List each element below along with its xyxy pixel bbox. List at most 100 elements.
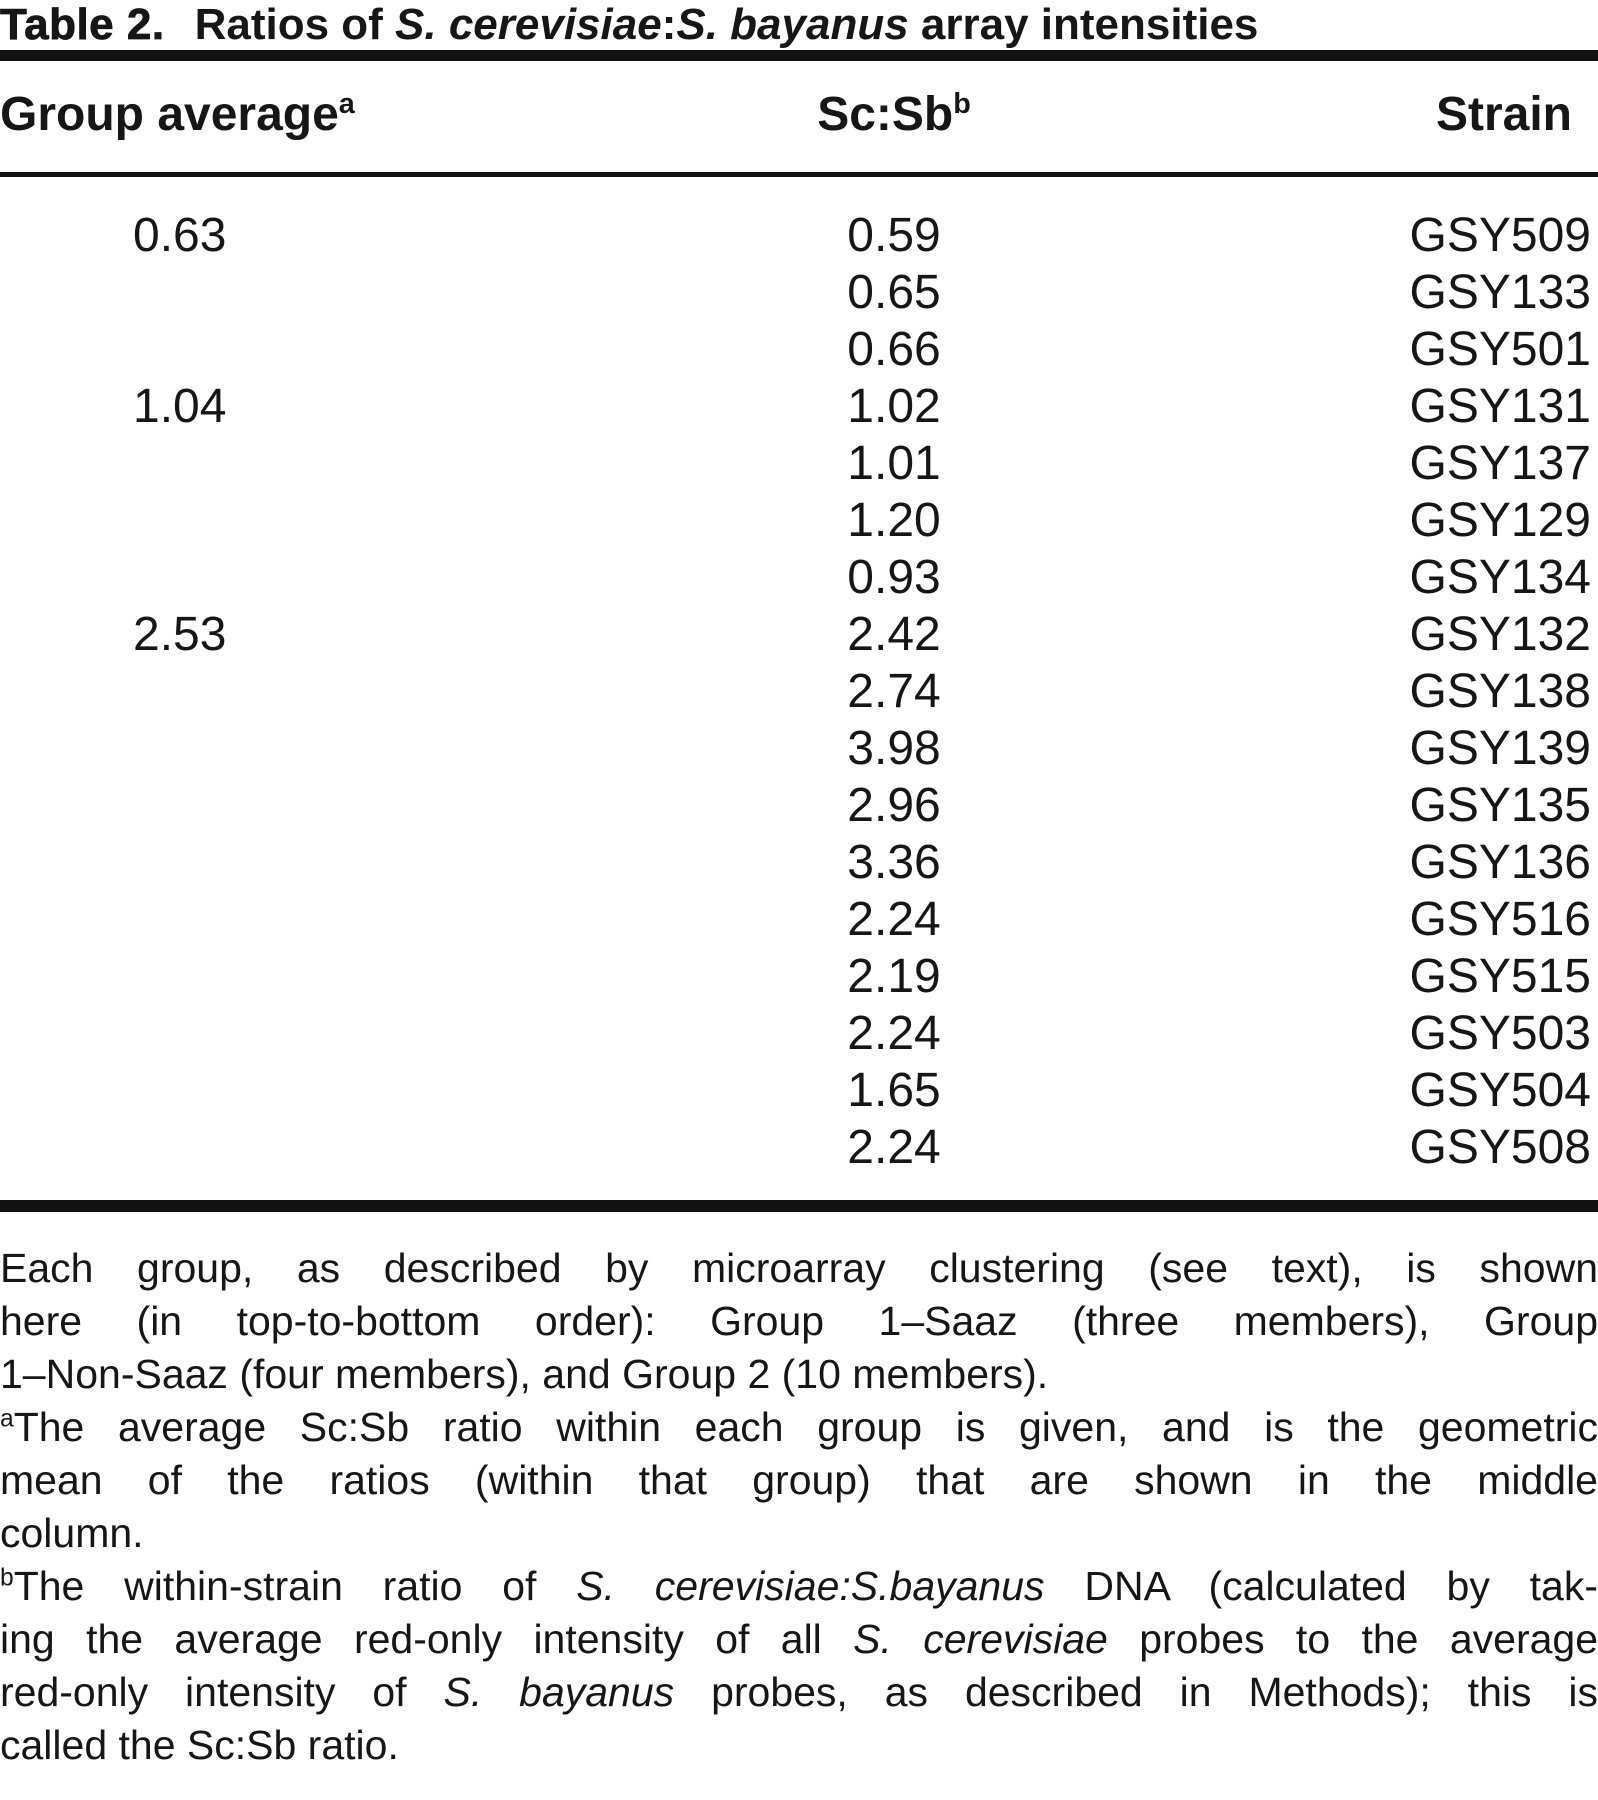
table-row: 1.04 1.02 GSY131 (0, 378, 1598, 435)
cell-sc-sb-ratio: 1.20 (847, 494, 941, 547)
column-header-group-average: Group averagea (0, 87, 570, 142)
cell-sc-sb-ratio: 0.65 (847, 266, 941, 319)
footnote-line: aThe average Sc:Sb ratio within each gro… (0, 1401, 1598, 1454)
table-row: 0.65 GSY133 (0, 264, 1598, 321)
cell-group-average (0, 492, 570, 549)
cell-group-average (0, 834, 570, 891)
column-header-sc-sb-ratio: Sc:Sbb (570, 87, 1218, 142)
cell-group-average: 1.04 (133, 380, 227, 433)
cell-sc-sb-ratio: 2.24 (847, 1121, 941, 1174)
text-segment: S. cerevisiae:S.bayanus (576, 1563, 1045, 1609)
table-row: 0.93 GSY134 (0, 549, 1598, 606)
text-segment: mean of the ratios (within that group) t… (0, 1457, 1598, 1503)
cell-sc-sb-ratio: 0.66 (847, 323, 941, 376)
text-segment: here (in top-to-bottom order): Group 1–S… (0, 1298, 1598, 1344)
text-segment: DNA (calculated by tak- (1044, 1563, 1598, 1609)
cell-strain: GSY508 (1409, 1121, 1591, 1174)
text-segment: 1–Non-Saaz (four members), and Group 2 (… (0, 1351, 1049, 1397)
table-caption: Table 2. Ratios of S. cerevisiae:S. bayan… (0, 0, 1598, 50)
cell-strain: GSY504 (1409, 1064, 1591, 1117)
cell-sc-sb-ratio: 2.24 (847, 893, 941, 946)
text-segment: S. cerevisiae (395, 0, 662, 49)
text-segment: Table 2. (0, 0, 165, 49)
cell-sc-sb-ratio: 2.19 (847, 950, 941, 1003)
cell-group-average (0, 549, 570, 606)
text-segment: column. (0, 1510, 144, 1556)
text-segment: Ratios of (194, 0, 396, 49)
text-segment: red-only intensity of (0, 1669, 444, 1715)
table-row: 2.19 GSY515 (0, 948, 1598, 1005)
table-row: 2.53 2.42 GSY132 (0, 606, 1598, 663)
cell-sc-sb-ratio: 2.24 (847, 1007, 941, 1060)
cell-strain: GSY509 (1409, 209, 1591, 262)
text-segment: probes, as described in Methods); this i… (674, 1669, 1598, 1715)
header-rule (0, 172, 1598, 177)
text-segment: array intensities (908, 0, 1259, 49)
footnote-line: called the Sc:Sb ratio. (0, 1719, 1598, 1772)
footnote-line: column. (0, 1507, 1598, 1560)
cell-strain: GSY133 (1409, 266, 1591, 319)
table-footnotes: Each group, as described by microarray c… (0, 1242, 1598, 1772)
text-segment: S. bayanus (676, 0, 909, 49)
cell-group-average (0, 720, 570, 777)
superscript-marker: a (338, 88, 355, 120)
top-rule (0, 50, 1598, 61)
cell-sc-sb-ratio: 0.59 (847, 209, 941, 262)
superscript-marker: b (0, 1564, 14, 1592)
cell-group-average (0, 321, 570, 378)
cell-strain: GSY129 (1409, 494, 1591, 547)
text-segment: called the Sc:Sb ratio. (0, 1722, 399, 1768)
cell-sc-sb-ratio: 1.65 (847, 1064, 941, 1117)
cell-group-average (0, 264, 570, 321)
cell-group-average: 0.63 (133, 209, 227, 262)
bottom-rule (0, 1200, 1598, 1212)
cell-strain: GSY137 (1409, 437, 1591, 490)
text-segment: The within-strain ratio of (13, 1563, 577, 1609)
cell-group-average (0, 1062, 570, 1119)
cell-group-average (0, 777, 570, 834)
text-segment: Group average (0, 88, 339, 141)
cell-strain: GSY501 (1409, 323, 1591, 376)
footnote-line: red-only intensity of S. bayanus probes,… (0, 1666, 1598, 1719)
cell-group-average: 2.53 (133, 608, 227, 661)
cell-group-average (0, 1119, 570, 1176)
text-segment: The average Sc:Sb ratio within each grou… (13, 1404, 1598, 1450)
cell-sc-sb-ratio: 2.74 (847, 665, 941, 718)
cell-sc-sb-ratio: 1.02 (847, 380, 941, 433)
cell-sc-sb-ratio: 3.98 (847, 722, 941, 775)
cell-group-average (0, 1005, 570, 1062)
cell-sc-sb-ratio: 0.93 (847, 551, 941, 604)
cell-strain: GSY516 (1409, 893, 1591, 946)
text-segment: S. bayanus (443, 1669, 675, 1715)
text-segment: Strain (1435, 88, 1572, 141)
table-row: 2.24 GSY508 (0, 1119, 1598, 1176)
cell-sc-sb-ratio: 1.01 (847, 437, 941, 490)
text-segment: : (661, 0, 677, 49)
table-row: 1.20 GSY129 (0, 492, 1598, 549)
cell-strain: GSY136 (1409, 836, 1591, 889)
cell-group-average (0, 891, 570, 948)
table-row: 2.74 GSY138 (0, 663, 1598, 720)
cell-group-average (0, 663, 570, 720)
cell-sc-sb-ratio: 2.42 (847, 608, 941, 661)
table-header-row: Group averagea Sc:Sbb Strain (0, 87, 1598, 142)
cell-strain: GSY132 (1409, 608, 1591, 661)
footnote-line: bThe within-strain ratio of S. cerevisia… (0, 1560, 1598, 1613)
table-body: 0.63 0.59 GSY509 0.65 GSY133 0.66 GSY501 1.04 1.… (0, 207, 1598, 1176)
superscript-marker: a (0, 1405, 14, 1433)
cell-group-average (0, 948, 570, 1005)
text-segment: probes to the average (1107, 1616, 1598, 1662)
table-row: 2.24 GSY516 (0, 891, 1598, 948)
cell-strain: GSY131 (1409, 380, 1591, 433)
cell-sc-sb-ratio: 2.96 (847, 779, 941, 832)
text-segment: ing the average red-only intensity of al… (0, 1616, 854, 1662)
table-row: 2.96 GSY135 (0, 777, 1598, 834)
table-row: 1.01 GSY137 (0, 435, 1598, 492)
column-header-strain: Strain (1218, 87, 1598, 142)
cell-sc-sb-ratio: 3.36 (847, 836, 941, 889)
superscript-marker: b (953, 88, 971, 120)
text-segment: Each group, as described by microarray c… (0, 1245, 1598, 1291)
table-row: 1.65 GSY504 (0, 1062, 1598, 1119)
text-segment: Sc:Sb (817, 88, 954, 141)
